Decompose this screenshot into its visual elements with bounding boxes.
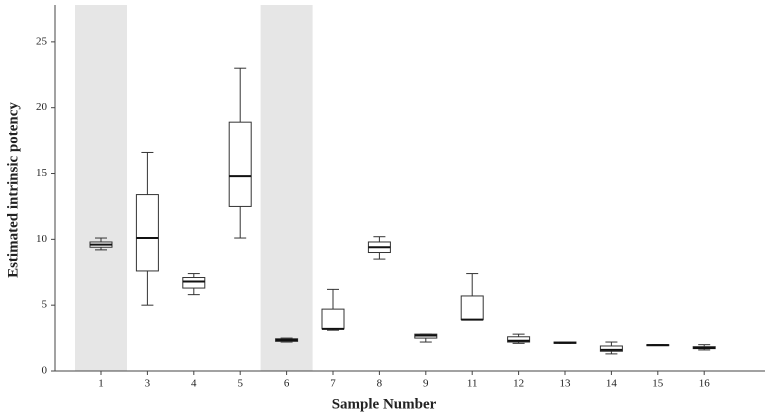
x-tick-label: 15 [652,378,664,390]
x-tick-label: 11 [467,378,478,390]
box [460,295,484,321]
y-tick-label: 25 [36,35,48,47]
x-tick-label: 6 [284,378,290,390]
x-tick-label: 5 [237,378,243,390]
box [228,121,252,207]
x-tick-label: 8 [377,378,383,390]
shaded-band [260,5,313,371]
x-tick-label: 1 [98,378,104,390]
x-tick-label: 4 [191,378,197,390]
x-tick-label: 13 [560,378,572,390]
box [182,277,206,289]
shaded-band [75,5,127,371]
y-tick-label: 10 [36,233,48,245]
x-axis-label: Sample Number [332,396,437,412]
y-tick-label: 0 [42,365,48,377]
y-axis-label: Estimated intrinsic potency [5,102,21,278]
x-tick-label: 7 [330,378,336,390]
x-tick-label: 9 [423,378,429,390]
y-tick-label: 5 [42,299,48,311]
x-tick-label: 12 [513,378,524,390]
y-tick-label: 20 [36,101,48,113]
box [135,194,159,272]
x-tick-label: 3 [145,378,151,390]
box [599,345,623,352]
y-tick-label: 15 [36,167,48,179]
box [321,308,345,330]
box [507,336,531,343]
x-tick-label: 14 [606,378,618,390]
x-tick-label: 16 [699,378,711,390]
